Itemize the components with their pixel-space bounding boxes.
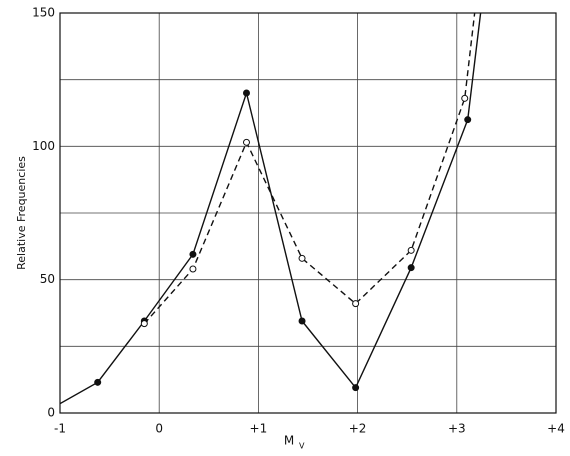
- data-point: [464, 116, 472, 124]
- plot-frame: [59, 12, 557, 414]
- data-point: [242, 138, 250, 146]
- data-point: [298, 317, 306, 325]
- data-point: [140, 320, 148, 328]
- y-tick-label: 0: [47, 406, 55, 420]
- y-tick-label: 150: [32, 6, 55, 20]
- x-tick-label: 0: [155, 422, 163, 436]
- data-point: [298, 254, 306, 262]
- y-axis-label: Relative Frequencies: [15, 156, 28, 270]
- data-point: [189, 265, 197, 273]
- x-tick-label: -1: [54, 422, 66, 436]
- data-point: [407, 246, 415, 254]
- data-point: [189, 250, 197, 258]
- x-tick-label: +1: [250, 422, 268, 436]
- x-tick-label: +2: [349, 422, 367, 436]
- x-axis-label-subscript: V: [299, 442, 305, 451]
- data-point: [461, 94, 469, 102]
- data-point: [242, 89, 250, 97]
- x-tick-label: +4: [547, 422, 565, 436]
- series-line: [143, 13, 476, 325]
- data-point: [352, 384, 360, 392]
- y-tick-label: 50: [40, 272, 55, 286]
- x-tick-label: +3: [448, 422, 466, 436]
- data-point: [94, 378, 102, 386]
- x-axis-label: M: [284, 434, 294, 448]
- data-point: [352, 300, 360, 308]
- series-line: [60, 13, 482, 405]
- data-point: [407, 264, 415, 272]
- y-tick-label: 100: [32, 139, 55, 153]
